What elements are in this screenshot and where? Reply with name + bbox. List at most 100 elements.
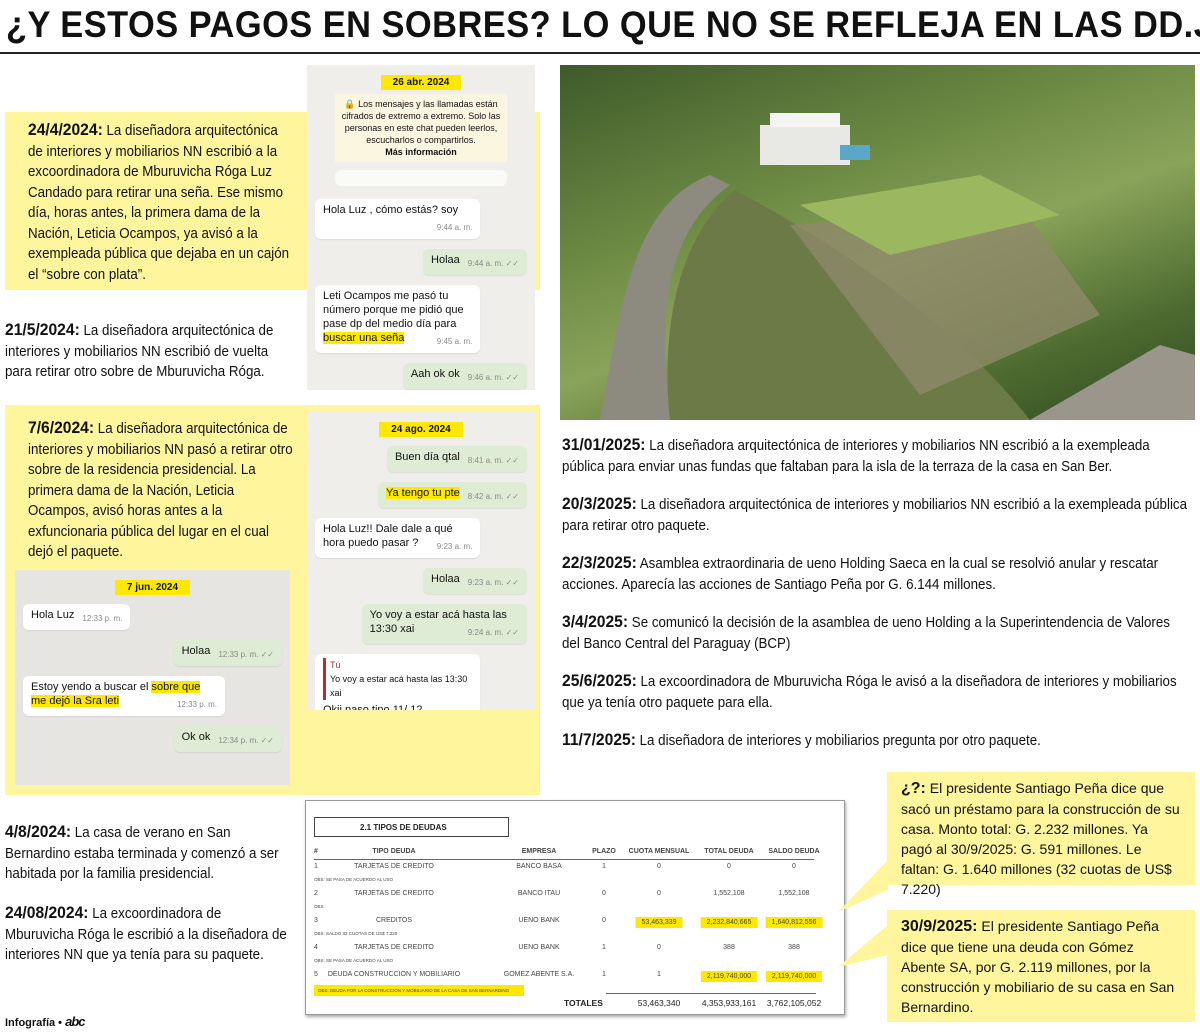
callout-pointer-1 <box>838 860 888 912</box>
table-cell: GOMEZ ABENTE S.A. <box>503 971 575 978</box>
callout-pointer-2 <box>838 925 888 967</box>
cell-index: 4 <box>314 944 318 951</box>
outgoing-message: Holaa 9:44 a. m. ✓✓ <box>423 249 527 275</box>
lawn <box>800 175 1060 255</box>
outgoing-message: Aah ok ok 9:46 a. m. ✓✓ <box>402 363 527 389</box>
footer: Infografía • abc <box>5 1014 86 1029</box>
message-time: 9:44 a. m. <box>436 223 473 232</box>
chat-screenshot-7-jun: 7 jun. 2024 Hola Luz 12:33 p. m. Holaa 12:33… <box>15 570 290 785</box>
entry-text: La diseñadora arquitectónica de interior… <box>562 497 1188 534</box>
totals-row: TOTALES 53,463,340 4,353,933,161 3,762,105,… <box>314 998 834 1010</box>
message-text: Hola Luz <box>31 609 75 621</box>
incoming-message: Leti Ocampos me pasó tu número porque me… <box>315 285 481 353</box>
entry-date: 20/3/2025: <box>562 494 637 513</box>
entry-date: 3/4/2025: <box>562 612 629 631</box>
highlighted-text: buscar una seña <box>323 332 405 344</box>
entry-text: Se comunicó la decisión de la asamblea d… <box>562 615 1170 652</box>
header-rule <box>314 859 814 860</box>
cell-index: 1 <box>314 863 318 870</box>
row-observation: OBS: SE PASA DE ACUERDO AL USO <box>314 877 394 882</box>
entry-date: 24/08/2024: <box>5 903 89 922</box>
entry-text: La excoordinadora de Mburuvicha Róga le … <box>562 674 1177 711</box>
table-cell: 1 <box>602 971 606 978</box>
table-cell: 2,119,740,000 <box>700 971 758 982</box>
chat-screenshot-24-ago: 24 ago. 2024 Buen día qtal 8:41 a. m. ✓✓ Ya… <box>307 412 535 710</box>
entry-date: 25/6/2025: <box>562 671 637 690</box>
aerial-photo-house <box>560 65 1195 420</box>
table-cell: CREDITOS <box>375 917 413 924</box>
table-cell: SALDO DEUDA <box>768 848 820 855</box>
table-cell: UENO BANK <box>518 944 560 951</box>
message-text: Leti Ocampos me pasó tu número porque me… <box>323 290 464 330</box>
outgoing-message: Holaa 9:23 a. m. ✓✓ <box>423 568 527 594</box>
entry-date: 22/3/2025: <box>562 553 637 572</box>
message-time: 12:33 p. m. ✓✓ <box>218 650 274 659</box>
road <box>600 175 730 420</box>
callout-gomez-abente: 30/9/2025: El presidente Santiago Peña d… <box>887 910 1195 1022</box>
table-cell: 388 <box>723 944 735 951</box>
entry-11-7-2025: 11/7/2025: La diseñadora de interiores y… <box>562 730 1188 752</box>
total-value: 4,353,933,161 <box>701 998 757 1008</box>
table-row: 2 TARJETAS DE CREDITO BANCO ITAU 0 0 1,552,10… <box>314 890 834 902</box>
row-observation: OBS: <box>314 904 325 909</box>
message-time: 12:33 p. m. <box>82 614 123 623</box>
message-text: Ok ok <box>181 731 211 743</box>
totals-label: TOTALES <box>564 998 603 1008</box>
more-info-link[interactable]: Más información <box>385 147 457 157</box>
callout-text: El presidente Santiago Peña dice que sac… <box>901 780 1180 897</box>
outgoing-message: Ok ok 12:34 p. m. ✓✓ <box>173 726 282 752</box>
callout-prestamo: ¿?: El presidente Santiago Peña dice que… <box>887 772 1195 897</box>
table-cell: DEUDA CONSTRUCCION Y MOBILIARIO <box>327 971 461 978</box>
table-cell: PLAZO <box>592 848 616 855</box>
table-cell: EMPRESA <box>521 848 557 855</box>
table-cell: 0 <box>657 890 661 897</box>
house <box>760 125 850 165</box>
abc-logo: abc <box>65 1014 85 1029</box>
callout-date: ¿?: <box>901 780 926 797</box>
table-cell: TARJETAS DE CREDITO <box>354 890 434 897</box>
message-text: Aah ok ok <box>410 368 460 380</box>
table-header: # TIPO DEUDA EMPRESA PLAZO CUOTA MENSUAL TOTA… <box>314 848 834 860</box>
message-text: Holaa <box>431 573 460 585</box>
table-cell: 2,232,840,665 <box>700 917 758 928</box>
entry-22-3-2025: 22/3/2025: Asamblea extraordinaria de ue… <box>562 553 1188 595</box>
callout-pointers <box>838 860 888 967</box>
table-cell: TOTAL DEUDA <box>704 848 754 855</box>
callout-date: 30/9/2025: <box>901 918 978 935</box>
table-row: 1 TARJETAS DE CREDITO BANCO BASA 1 0 0 0 <box>314 863 834 875</box>
incoming-message: Hola Luz 12:33 p. m. <box>23 604 131 630</box>
row-observation: OBS: DEUDA POR LA CONSTRUCCION Y MOBILIA… <box>314 985 524 996</box>
table-cell: TARJETAS DE CREDITO <box>354 944 434 951</box>
chat-screenshot-26-abr: 26 abr. 2024 🔒 Los mensajes y las llamada… <box>307 65 535 390</box>
rocky-terrain <box>790 205 1100 395</box>
table-cell: 1,552,108 <box>778 890 810 897</box>
table-cell: 0 <box>657 944 661 951</box>
message-text: Estoy yendo a buscar el <box>31 681 152 693</box>
entry-text: La casa de verano en San Bernardino esta… <box>5 825 279 882</box>
incoming-message: Tú Yo voy a estar acá hasta las 13:30 xai… <box>315 654 481 710</box>
title-divider <box>0 52 1200 54</box>
message-time: 8:42 a. m. ✓✓ <box>467 492 519 501</box>
table-cell: BANCO BASA <box>516 863 562 870</box>
outgoing-message: Buen día qtal 8:41 a. m. ✓✓ <box>386 446 527 472</box>
entry-date: 24/4/2024: <box>28 120 103 139</box>
outgoing-message: Holaa 12:33 p. m. ✓✓ <box>173 640 282 666</box>
entry-text: La diseñadora arquitectónica de interior… <box>562 438 1150 475</box>
entry-31-01-2025: 31/01/2025: La diseñadora arquitectónica… <box>562 435 1188 477</box>
cell-index: 3 <box>314 917 318 924</box>
entry-text: La diseñadora de interiores y mobiliario… <box>635 733 1041 749</box>
row-observation: OBS: SALDO 32 CUOTAS DE US$ 7.220 <box>314 931 398 936</box>
entry-date: 11/7/2025: <box>562 730 636 749</box>
message-time: 9:45 a. m. <box>436 337 473 346</box>
incoming-message: Hola Luz!! Dale dale a qué hora puedo pa… <box>315 518 481 558</box>
entry-text: Asamblea extraordinaria de ueno Holding … <box>562 556 1159 593</box>
entry-25-6-2025: 25/6/2025: La excoordinadora de Mburuvic… <box>562 671 1188 713</box>
callout-text: El presidente Santiago Peña dice que tie… <box>901 918 1175 1015</box>
table-cell: CUOTA MENSUAL <box>628 848 690 855</box>
entry-4-8-2024: 4/8/2024: La casa de verano en San Berna… <box>5 822 290 885</box>
message-time: 9:23 a. m. <box>436 542 473 551</box>
chat-date-badge: 26 abr. 2024 <box>380 75 462 90</box>
entry-date: 21/5/2024: <box>5 320 80 339</box>
blank-bubble <box>335 170 507 186</box>
table-title: 2.1 TIPOS DE DEUDAS <box>314 817 509 837</box>
